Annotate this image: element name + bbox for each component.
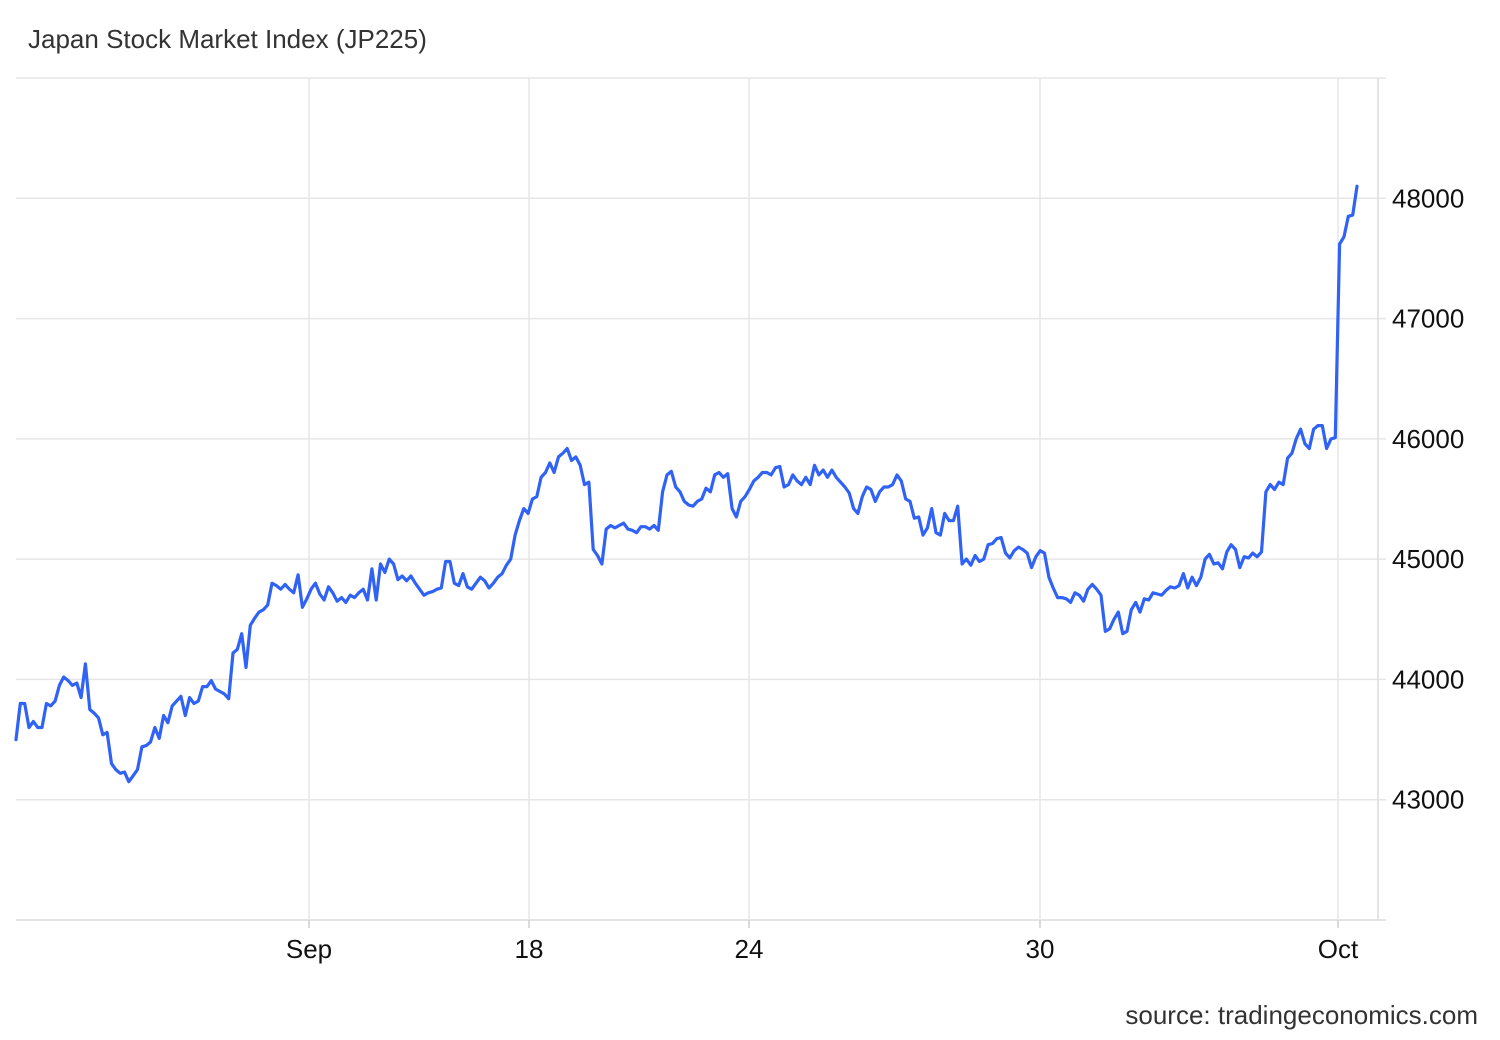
y-tick-label: 44000 [1392, 664, 1464, 694]
horizontal-gridlines [16, 77, 1386, 921]
y-tick-label: 48000 [1392, 183, 1464, 213]
series-line-jp225 [14, 184, 1359, 784]
chart-title: Japan Stock Market Index (JP225) [28, 24, 427, 54]
vertical-gridlines [308, 78, 1339, 920]
source-credit: source: tradingeconomics.com [1125, 1000, 1478, 1030]
y-tick-label: 45000 [1392, 544, 1464, 574]
x-tick-label: 30 [1026, 934, 1055, 964]
y-tick-label: 43000 [1392, 785, 1464, 815]
x-tick-label: Oct [1318, 934, 1359, 964]
y-tick-label: 46000 [1392, 424, 1464, 454]
x-tick-label: Sep [286, 934, 332, 964]
series-group [14, 184, 1359, 784]
x-tick-label: 18 [515, 934, 544, 964]
x-axis: Sep 18 24 30 Oct [286, 920, 1359, 964]
y-axis: 43000 44000 45000 46000 47000 48000 [1377, 78, 1464, 920]
x-tick-label: 24 [735, 934, 764, 964]
y-tick-label: 47000 [1392, 304, 1464, 334]
